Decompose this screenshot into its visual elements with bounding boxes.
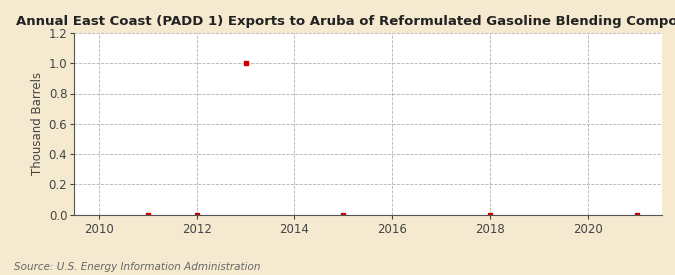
Title: Annual East Coast (PADD 1) Exports to Aruba of Reformulated Gasoline Blending Co: Annual East Coast (PADD 1) Exports to Ar…: [16, 15, 675, 28]
Y-axis label: Thousand Barrels: Thousand Barrels: [32, 72, 45, 175]
Text: Source: U.S. Energy Information Administration: Source: U.S. Energy Information Administ…: [14, 262, 260, 272]
